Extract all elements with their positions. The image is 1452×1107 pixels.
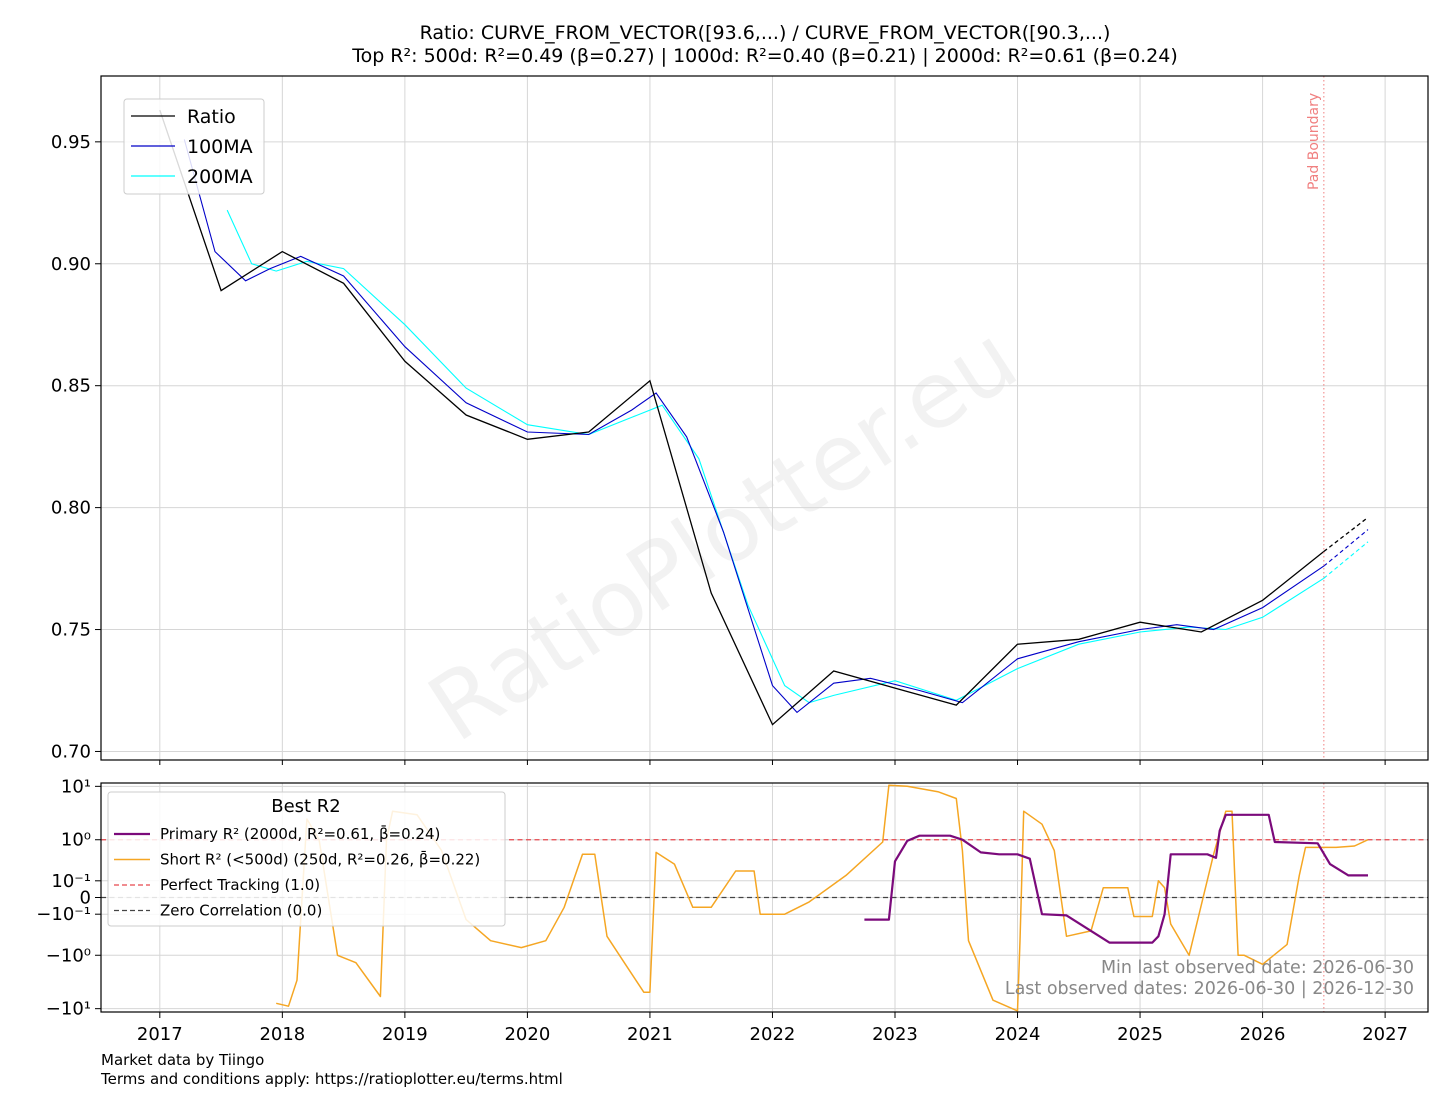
x-tick-label: 2021 <box>627 1024 673 1045</box>
chart-title-line1: Ratio: CURVE_FROM_VECTOR([93.6,...) / CU… <box>419 22 1111 44</box>
bottom-y-tick-label: 10⁰ <box>61 830 91 851</box>
bottom-y-tick-label: −10⁰ <box>46 945 91 966</box>
bottom-legend-box <box>107 791 506 927</box>
bottom-legend-label: Zero Correlation (0.0) <box>160 902 322 920</box>
series-projection-100ma <box>1323 529 1369 567</box>
top-y-tick-label: 0.95 <box>51 132 91 153</box>
series-projection-200ma <box>1323 541 1369 579</box>
x-tick-label: 2026 <box>1240 1024 1286 1045</box>
series-line-100ma <box>183 139 1325 714</box>
x-tick-label: 2019 <box>382 1024 428 1045</box>
bottom-y-tick-label: 10¹ <box>61 776 91 797</box>
bottom-y-tick-label: 10⁻¹ <box>51 871 91 892</box>
x-tick-label: 2027 <box>1362 1024 1408 1045</box>
legend-label-200ma: 200MA <box>187 166 253 188</box>
bottom-y-tick-label: −10¹ <box>46 999 91 1020</box>
watermark: RatioPlotter.eu <box>410 305 1035 763</box>
footer-terms: Terms and conditions apply: https://rati… <box>101 1070 563 1088</box>
series-line-primary-r2 <box>864 813 1368 944</box>
bottom-legend-title: Best R2 <box>271 796 341 817</box>
footer-data-source: Market data by Tiingo <box>101 1051 265 1069</box>
top-y-tick-label: 0.70 <box>51 741 91 762</box>
top-axes-frame <box>100 75 1429 761</box>
chart-title-line2: Top R²: 500d: R²=0.49 (β=0.27) | 1000d: … <box>352 45 1178 67</box>
top-legend: Ratio 100MA 200MA <box>123 98 265 195</box>
bottom-y-tick-label: −10⁻¹ <box>36 904 91 925</box>
bottom-legend-label: Perfect Tracking (1.0) <box>160 876 320 894</box>
top-legend-box <box>123 98 265 195</box>
bottom-legend-label: Short R² (<500d) (250d, R²=0.26, β̄=0.22… <box>160 850 480 869</box>
top-y-tick-label: 0.75 <box>51 620 91 641</box>
x-tick-label: 2025 <box>1117 1024 1163 1045</box>
x-tick-label: 2020 <box>504 1024 550 1045</box>
bottom-chart: Best R2 Primary R² (2000d, R²=0.61, β̄=0.… <box>36 776 1429 1045</box>
x-tick-label: 2017 <box>137 1024 183 1045</box>
bottom-y-tick-label: 0 <box>80 888 91 909</box>
last-observed-dates-annotation: Last observed dates: 2026-06-30 | 2026-1… <box>1005 979 1414 999</box>
top-y-tick-label: 0.80 <box>51 498 91 519</box>
series-line-ratio <box>159 109 1325 726</box>
pad-boundary-label: Pad Boundary <box>1306 93 1322 190</box>
bottom-legend: Best R2 Primary R² (2000d, R²=0.61, β̄=0.… <box>107 791 506 927</box>
x-tick-label: 2018 <box>259 1024 305 1045</box>
legend-label-100ma: 100MA <box>187 136 253 158</box>
x-tick-label: 2022 <box>750 1024 796 1045</box>
x-tick-label: 2024 <box>995 1024 1041 1045</box>
series-projection-ratio <box>1323 516 1369 553</box>
top-chart: Pad Boundary 0.70 0.75 0.80 0.85 0.90 0.95 Rati… <box>51 75 1429 765</box>
bottom-legend-label: Primary R² (2000d, R²=0.61, β̄=0.24) <box>160 824 440 843</box>
legend-label-ratio: Ratio <box>187 106 236 128</box>
top-y-tick-label: 0.90 <box>51 254 91 275</box>
min-last-observed-annotation: Min last observed date: 2026-06-30 <box>1101 958 1414 978</box>
series-line-200ma <box>226 209 1325 704</box>
x-tick-label: 2023 <box>872 1024 918 1045</box>
top-y-tick-label: 0.85 <box>51 376 91 397</box>
